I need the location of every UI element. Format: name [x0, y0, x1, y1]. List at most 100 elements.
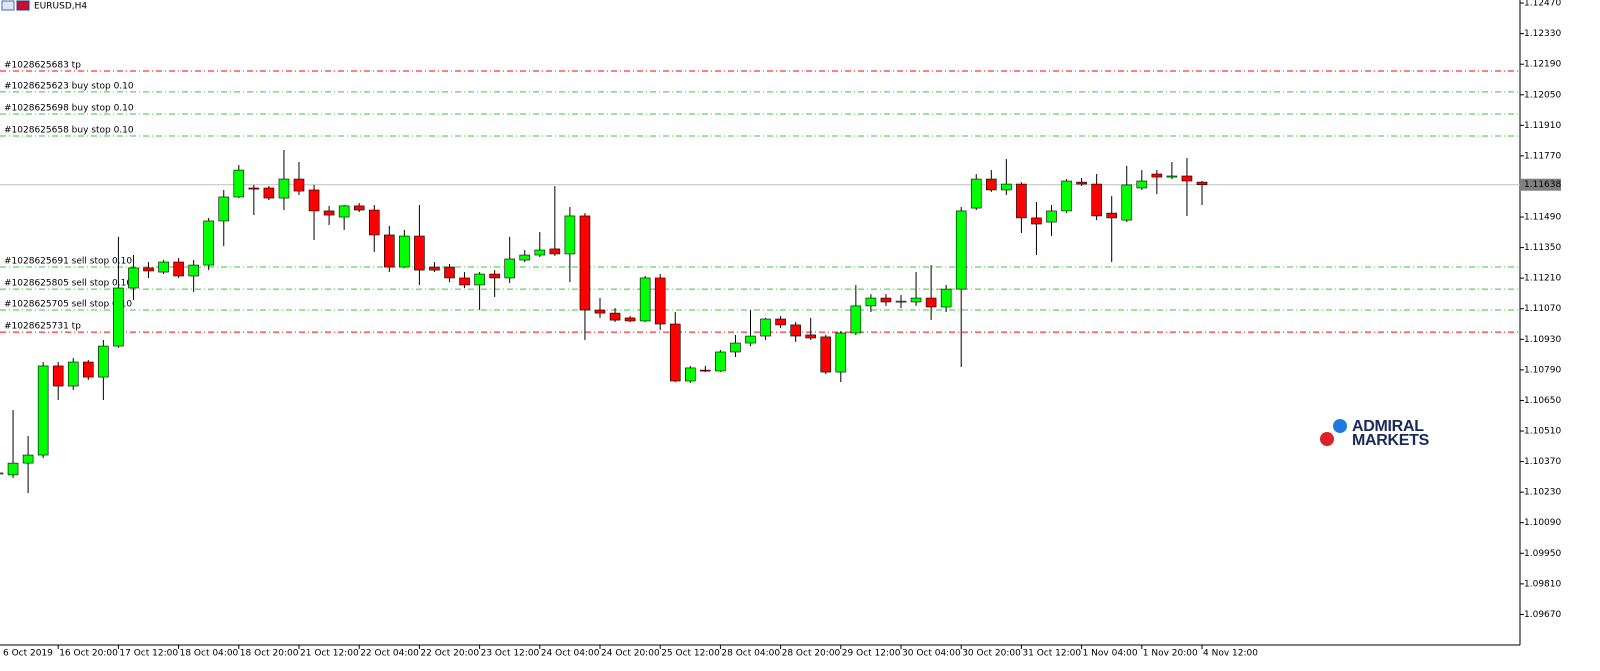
x-tick-label: 31 Oct 12:00 [1022, 649, 1081, 659]
candle-body [564, 215, 576, 255]
y-tick-label: 1.10230 [1524, 488, 1561, 498]
order-level-label: #1028625658 buy stop 0.10 [4, 126, 134, 136]
candle-body [383, 234, 395, 268]
y-tick-label: 1.11490 [1524, 213, 1561, 223]
x-tick-label: 18 Oct 20:00 [240, 649, 299, 659]
candle-body [715, 351, 726, 372]
x-tick-label: 22 Oct 20:00 [420, 649, 479, 659]
candle-body [775, 318, 786, 326]
candle-body [985, 178, 997, 191]
candle-body [1076, 181, 1087, 185]
candle-body [850, 305, 862, 334]
x-tick-label: 6 Oct 2019 [3, 649, 53, 659]
current-price-box [1521, 178, 1561, 191]
order-level-label: #1028625698 buy stop 0.10 [4, 103, 134, 113]
candle-body [549, 248, 561, 255]
candle-body [730, 342, 741, 353]
candle-body [22, 454, 34, 464]
candle-body [278, 178, 290, 199]
y-tick-label: 1.10370 [1524, 457, 1561, 467]
logo-text: ADMIRAL [1352, 418, 1424, 435]
candle-body [7, 462, 19, 476]
x-tick-label: 28 Oct 20:00 [782, 649, 841, 659]
candle-body [37, 365, 49, 456]
flag-icon [16, 0, 30, 11]
candle-body [865, 297, 877, 307]
y-tick-label: 1.10090 [1524, 518, 1561, 528]
candle-body [880, 297, 892, 303]
candle-body [820, 336, 832, 373]
candle-body [1196, 181, 1208, 186]
candle-body [248, 187, 260, 190]
y-tick-label: 1.09670 [1524, 610, 1561, 620]
candle-body [489, 273, 500, 279]
candle-body [579, 215, 591, 311]
candle-body [128, 267, 139, 289]
y-tick-label: 1.10930 [1524, 335, 1561, 345]
symbol-icons [1, 0, 30, 11]
x-tick-label: 22 Oct 04:00 [360, 649, 419, 659]
candle-body [594, 309, 606, 314]
candle-body [519, 254, 531, 261]
order-level-label: #1028625705 sell stop 0.10 [4, 300, 132, 310]
candle-body [684, 367, 696, 382]
order-level-label: #1028625731 tp [4, 322, 81, 332]
y-tick-label: 1.09950 [1524, 549, 1561, 559]
candle-body [835, 332, 847, 373]
order-level-label: #1028625623 buy stop 0.10 [4, 81, 134, 91]
x-tick-label: 21 Oct 12:00 [300, 649, 359, 659]
candle-body [760, 318, 771, 337]
candle-body [1181, 175, 1193, 182]
y-tick-label: 1.10790 [1524, 365, 1561, 375]
candle-body [173, 261, 184, 277]
x-tick-label: 30 Oct 20:00 [962, 649, 1021, 659]
y-tick-label: 1.12470 [1524, 0, 1561, 9]
candle-body [429, 266, 440, 271]
window-icon [1, 0, 15, 11]
x-tick-label: 28 Oct 04:00 [721, 649, 780, 659]
candle-body [1046, 210, 1057, 223]
y-tick-label: 1.11350 [1524, 243, 1561, 253]
candle-body [83, 361, 94, 378]
candle-body [474, 273, 485, 286]
x-tick-label: 29 Oct 12:00 [842, 649, 901, 659]
y-tick-label: 1.12330 [1524, 29, 1561, 39]
candle-body [233, 169, 245, 198]
y-tick-label: 1.11910 [1524, 121, 1561, 131]
candle-body [639, 277, 651, 322]
candle-body [293, 178, 305, 192]
candle-body [218, 196, 230, 222]
y-tick-label: 1.11770 [1524, 151, 1561, 161]
candle-body [970, 178, 982, 209]
candle-body [910, 297, 922, 303]
candle-body [98, 345, 109, 378]
x-tick-label: 23 Oct 12:00 [481, 649, 540, 659]
candle-body [459, 277, 470, 286]
x-tick-label: 25 Oct 12:00 [661, 649, 720, 659]
candle-body [1001, 183, 1012, 191]
candle-body [52, 365, 64, 387]
x-tick-label: 1 Nov 20:00 [1143, 649, 1198, 659]
candle-body [308, 189, 320, 212]
chart-title: EURUSD,H4 [34, 2, 87, 12]
x-tick-label: 24 Oct 20:00 [601, 649, 660, 659]
candle-body [669, 323, 681, 382]
y-tick-label: 1.11210 [1524, 274, 1561, 284]
x-tick-label: 24 Oct 04:00 [541, 649, 600, 659]
candle-body [504, 258, 516, 279]
candle-body [368, 209, 380, 236]
current-price-label: 1.11638 [1524, 180, 1561, 190]
x-tick-label: 30 Oct 04:00 [902, 649, 961, 659]
candle-body [940, 288, 952, 308]
candle-body [1031, 217, 1042, 225]
candle-body [1136, 180, 1148, 189]
y-tick-label: 1.09810 [1524, 579, 1561, 589]
candle-body [790, 324, 801, 337]
candle-body [143, 267, 154, 272]
candle-body [158, 261, 169, 273]
logo-text: MARKETS [1352, 432, 1430, 449]
candle-body [113, 287, 124, 347]
candle-body [1016, 183, 1027, 219]
